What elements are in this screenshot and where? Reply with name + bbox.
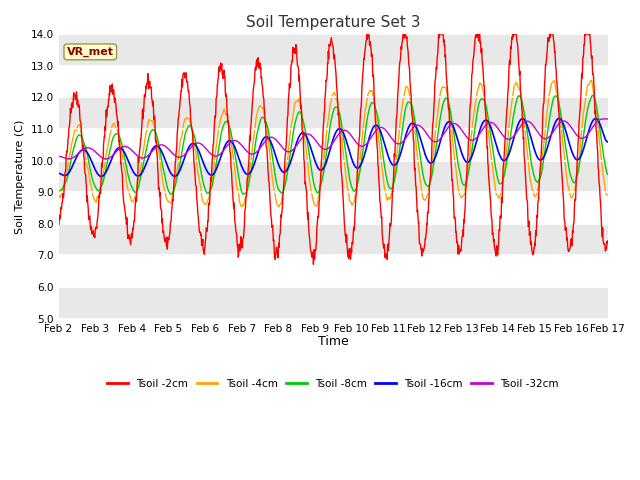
Bar (58, 224, 607, 255)
Bar (58, 160, 607, 192)
Legend: Tsoil -2cm, Tsoil -4cm, Tsoil -8cm, Tsoil -16cm, Tsoil -32cm: Tsoil -2cm, Tsoil -4cm, Tsoil -8cm, Tsoi… (103, 375, 563, 393)
Y-axis label: Soil Temperature (C): Soil Temperature (C) (15, 119, 25, 233)
X-axis label: Time: Time (317, 335, 348, 348)
Text: VR_met: VR_met (67, 47, 114, 57)
Bar (58, 97, 607, 129)
Bar (58, 34, 607, 66)
Bar (58, 287, 607, 319)
Title: Soil Temperature Set 3: Soil Temperature Set 3 (246, 15, 420, 30)
